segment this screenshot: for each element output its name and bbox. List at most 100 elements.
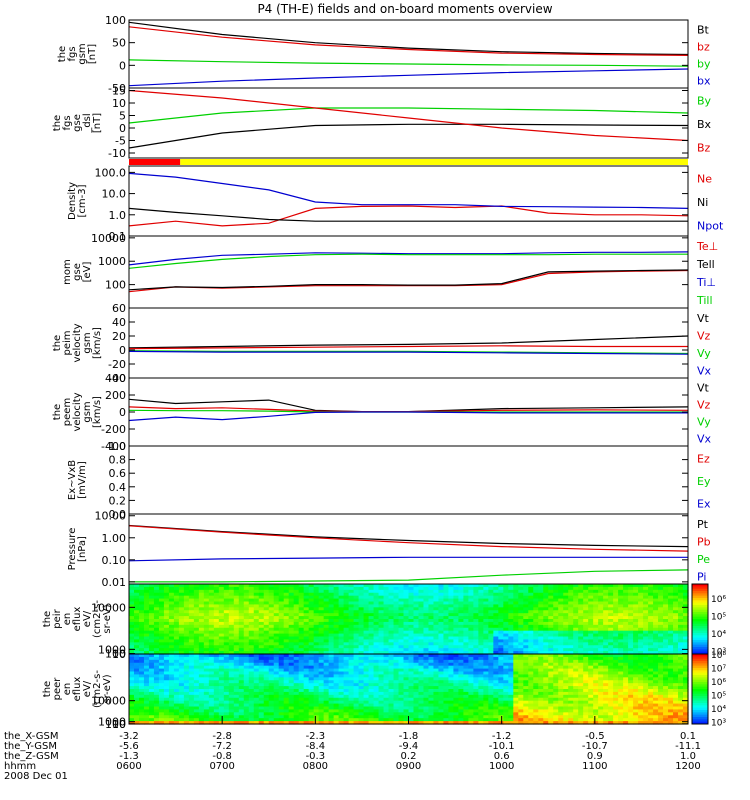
heatmap-cell <box>648 601 654 606</box>
heatmap-cell <box>313 592 320 597</box>
heatmap-cell <box>358 584 365 588</box>
heatmap-cell <box>148 697 155 702</box>
heatmap-cell <box>603 584 609 588</box>
heatmap-cell <box>343 604 350 608</box>
y-tick-label: 20 <box>112 330 126 343</box>
heatmap-cell <box>628 592 634 597</box>
heatmap-cell <box>213 671 220 676</box>
heatmap-cell <box>538 633 544 638</box>
heatmap-cell <box>503 654 509 658</box>
heatmap-cell <box>568 601 574 606</box>
heatmap-cell <box>473 683 479 687</box>
heatmap-cell <box>518 645 524 649</box>
heatmap-cell <box>278 639 285 643</box>
heatmap-cell <box>313 703 320 708</box>
heatmap-cell <box>133 584 140 588</box>
heatmap-cell <box>563 636 569 641</box>
heatmap-cell <box>388 659 395 664</box>
heatmap-cell <box>378 607 385 611</box>
heatmap-cell <box>353 616 360 620</box>
heatmap-cell <box>428 668 435 673</box>
heatmap-cell <box>268 645 275 649</box>
heatmap-cell <box>498 674 504 678</box>
heatmap-cell <box>683 586 689 591</box>
heatmap-cell <box>378 671 385 676</box>
heatmap-cell <box>393 659 400 664</box>
heatmap-cell <box>613 636 619 641</box>
heatmap-cell <box>538 662 544 667</box>
heatmap-cell <box>333 624 340 629</box>
heatmap-cell <box>293 656 300 661</box>
heatmap-cell <box>328 619 335 623</box>
heatmap-cell <box>298 689 305 693</box>
heatmap-cell <box>498 718 504 722</box>
heatmap-cell <box>378 598 385 603</box>
heatmap-cell <box>443 630 450 635</box>
heatmap-cell <box>368 680 375 684</box>
heatmap-cell <box>298 668 305 673</box>
heatmap-cell <box>223 645 230 649</box>
heatmap-cell <box>548 691 554 696</box>
heatmap-cell <box>298 674 305 678</box>
heatmap-cell <box>408 709 415 713</box>
heatmap-cell <box>498 712 504 716</box>
heatmap-cell <box>278 680 285 684</box>
heatmap-cell <box>488 709 494 713</box>
heatmap-cell <box>323 586 330 591</box>
heatmap-cell <box>163 595 170 600</box>
heatmap-cell <box>263 697 270 702</box>
heatmap-cell <box>443 601 450 606</box>
heatmap-cell <box>393 715 400 719</box>
heatmap-cell <box>673 630 679 635</box>
heatmap-cell <box>338 700 345 705</box>
heatmap-cell <box>413 703 420 708</box>
heatmap-cell <box>668 645 674 649</box>
heatmap-cell <box>493 706 499 711</box>
heatmap-cell <box>148 656 155 661</box>
heatmap-cell <box>608 598 614 603</box>
heatmap-cell <box>133 604 140 608</box>
heatmap-cell <box>548 703 554 708</box>
heatmap-cell <box>473 697 479 702</box>
heatmap-cell <box>283 630 290 635</box>
heatmap-cell <box>138 592 145 597</box>
heatmap-cell <box>428 636 435 641</box>
heatmap-cell <box>473 671 479 676</box>
heatmap-cell <box>253 627 260 632</box>
heatmap-cell <box>443 610 450 614</box>
heatmap-cell <box>453 686 460 690</box>
heatmap-cell <box>383 712 390 716</box>
heatmap-cell <box>628 630 634 635</box>
heatmap-cell <box>143 677 150 681</box>
heatmap-cell <box>148 700 155 705</box>
heatmap-cell <box>313 624 320 629</box>
heatmap-cell <box>208 706 215 711</box>
heatmap-cell <box>313 633 320 638</box>
heatmap-cell <box>433 630 440 635</box>
heatmap-cell <box>423 718 430 722</box>
heatmap-cell <box>323 656 330 661</box>
heatmap-cell <box>238 584 245 588</box>
heatmap-cell <box>278 654 285 658</box>
heatmap-cell <box>413 636 420 641</box>
heatmap-cell <box>318 665 325 670</box>
heatmap-cell <box>263 633 270 638</box>
heatmap-cell <box>173 630 180 635</box>
heatmap-cell <box>353 598 360 603</box>
heatmap-cell <box>383 718 390 722</box>
heatmap-cell <box>193 680 200 684</box>
heatmap-cell <box>138 677 145 681</box>
heatmap-cell <box>263 715 270 719</box>
heatmap-cell <box>448 601 455 606</box>
heatmap-cell <box>263 601 270 606</box>
heatmap-cell <box>438 639 445 643</box>
heatmap-cell <box>513 656 519 661</box>
heatmap-cell <box>513 642 519 646</box>
heatmap-cell <box>418 712 425 716</box>
heatmap-cell <box>358 613 365 617</box>
heatmap-cell <box>513 607 519 611</box>
heatmap-cell <box>338 648 345 652</box>
heatmap-cell <box>218 586 225 591</box>
heatmap-cell <box>393 616 400 620</box>
heatmap-cell <box>203 636 210 641</box>
